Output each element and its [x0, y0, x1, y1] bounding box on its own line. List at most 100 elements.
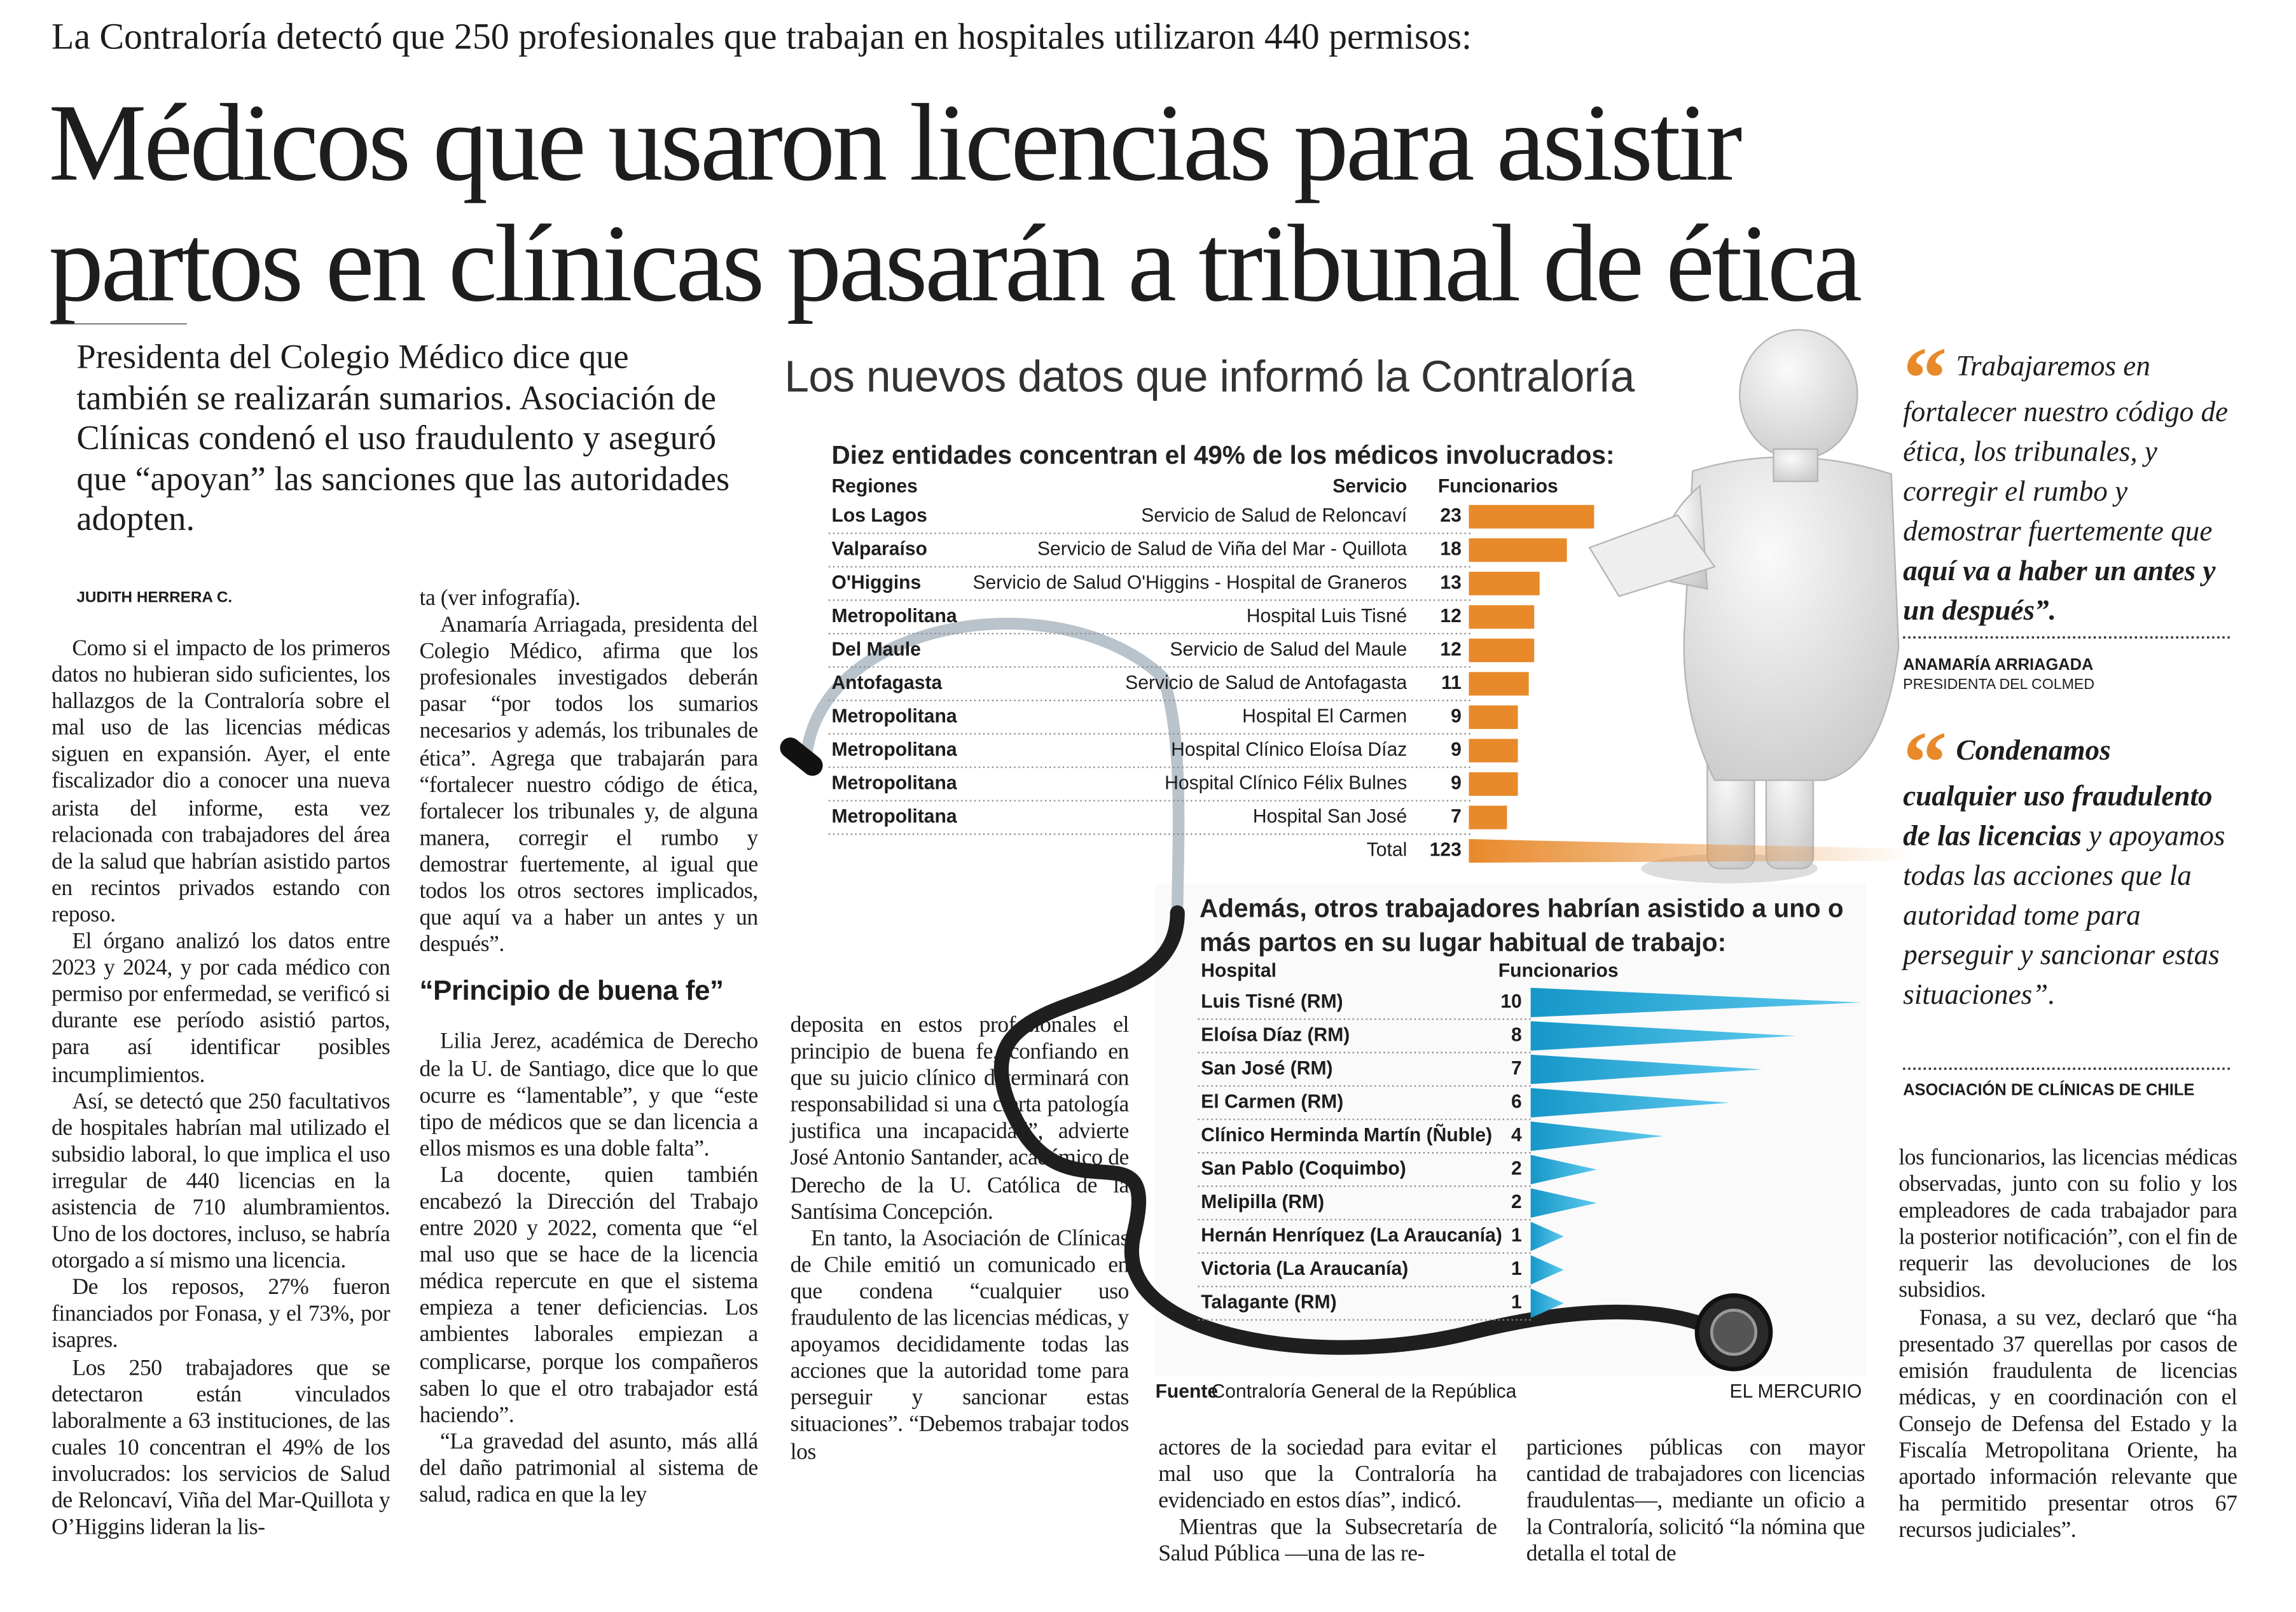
value-label: 4 — [1511, 1125, 1522, 1146]
region-label: Del Maule — [831, 639, 920, 660]
source-label: Fuente — [1156, 1381, 1219, 1402]
value-label: 6 — [1511, 1091, 1522, 1112]
column-header: Regiones — [831, 476, 917, 497]
value-label: 1 — [1511, 1258, 1522, 1279]
spike-bar — [1530, 1088, 1730, 1118]
quote-role: PRESIDENTA DEL COLMED — [1903, 677, 2095, 693]
quote-author: ANAMARÍA ARRIAGADA — [1903, 657, 2094, 674]
service-label: Servicio de Salud del Maule — [1170, 639, 1407, 660]
service-label: Servicio de Salud de Reloncaví — [1141, 505, 1407, 526]
value-label: 9 — [1451, 739, 1462, 760]
quote-author: ASOCIACIÓN DE CLÍNICAS DE CHILE — [1903, 1081, 2195, 1100]
bar — [1469, 805, 1507, 830]
paragraph: Mientras que la Subsecretaría de Salud P… — [1158, 1515, 1497, 1567]
hospital-label: San José (RM) — [1201, 1058, 1332, 1079]
region-label: O'Higgins — [831, 572, 921, 593]
paragraph: actores de la sociedad para evitar el ma… — [1158, 1435, 1497, 1514]
spike-bar — [1530, 1021, 1796, 1051]
column-header: Servicio — [1332, 476, 1407, 497]
bar — [1469, 571, 1540, 595]
paragraph: particiones públicas con mayor cantidad … — [1526, 1435, 1865, 1567]
pull-quote: “Condenamos cualquier uso fraudulento de… — [1903, 718, 2230, 1016]
lead: Presidenta del Colegio Médico dice que t… — [76, 338, 730, 539]
value-label: 7 — [1511, 1058, 1522, 1079]
hospital-label: Clínico Herminda Martín (Ñuble) — [1201, 1124, 1492, 1146]
kicker: La Contraloría detectó que 250 profesion… — [51, 17, 1472, 58]
spike-bar — [1530, 987, 1862, 1018]
spike-bar — [1530, 1155, 1597, 1185]
hospital-label: Victoria (La Araucanía) — [1201, 1258, 1408, 1279]
hospital-label: Luis Tisné (RM) — [1201, 991, 1343, 1012]
service-label: Hospital Clínico Félix Bulnes — [1165, 772, 1407, 793]
paragraph: ta (ver infografía). — [419, 586, 581, 611]
hospital-label: Eloísa Díaz (RM) — [1201, 1024, 1350, 1045]
paragraph: Lilia Jerez, académica de Derecho de la … — [419, 1029, 759, 1162]
spike-bar — [1530, 1121, 1663, 1151]
value-label: 1 — [1511, 1292, 1522, 1313]
stethoscope — [780, 618, 1773, 1372]
paragraph: En tanto, la Asociación de Clínicas de C… — [790, 1226, 1130, 1464]
quote-emphasis: Condenamos cualquier uso fraudulento de … — [1903, 736, 2213, 852]
hospital-label: Melipilla (RM) — [1201, 1192, 1324, 1212]
value-label: 8 — [1511, 1024, 1522, 1045]
service-label: Hospital Clínico Eloísa Díaz — [1171, 739, 1407, 760]
service-label: Servicio de Salud de Viña del Mar - Quil… — [1037, 539, 1407, 560]
paragraph: los funcionarios, las licencias médicas … — [1898, 1145, 2237, 1304]
service-label: Servicio de Salud O'Higgins - Hospital d… — [972, 572, 1407, 593]
value-label: 10 — [1500, 991, 1521, 1012]
paragraph: De los reposos, 27% fueron financiados p… — [51, 1275, 391, 1354]
bar — [1469, 605, 1535, 629]
value-label: 12 — [1440, 639, 1461, 660]
text-column: ta (ver infografía). Anamaría Arriagada, … — [419, 586, 759, 1509]
value-label: 9 — [1451, 705, 1462, 726]
bar — [1469, 504, 1594, 529]
quote-emphasis: aquí va a haber un antes y un después”. — [1903, 556, 2216, 627]
text-column: los funcionarios, las licencias médicas … — [1898, 1145, 2237, 1545]
bar — [1469, 638, 1535, 662]
doctor-figure — [1588, 329, 1900, 884]
paragraph: La docente, quien también encabezó la Di… — [419, 1162, 759, 1428]
service-label: Hospital El Carmen — [1242, 705, 1407, 726]
value-label: 9 — [1451, 772, 1462, 793]
hospital-label: El Carmen (RM) — [1201, 1091, 1343, 1112]
region-label: Metropolitana — [831, 772, 957, 793]
chart-title: Además, otros trabajadores habrían asist… — [1199, 893, 1844, 957]
value-label: 7 — [1451, 806, 1462, 827]
subhead: “Principio de buena fe” — [419, 976, 724, 1008]
bar — [1469, 538, 1567, 562]
region-label: Antofagasta — [831, 672, 942, 693]
total-label: Total — [1367, 840, 1407, 861]
text-column: Como si el impacto de los primeros datos… — [51, 636, 391, 1542]
spike-bar — [1530, 1288, 1564, 1318]
hospital-label: San Pablo (Coquimbo) — [1201, 1158, 1406, 1179]
bar — [1469, 672, 1529, 696]
text-column: actores de la sociedad para evitar el ma… — [1158, 1435, 1497, 1568]
byline: JUDITH HERRERA C. — [76, 588, 233, 607]
value-label: 11 — [1441, 672, 1462, 693]
column-header: Funcionarios — [1498, 960, 1619, 981]
region-label: Metropolitana — [831, 806, 957, 827]
text-column: particiones públicas con mayor cantidad … — [1526, 1435, 1865, 1568]
headline-line: partos en clínicas pasarán a tribunal de… — [48, 203, 1862, 326]
spike-bar — [1530, 1188, 1597, 1218]
spike-bar — [1530, 1221, 1564, 1251]
value-label: 23 — [1440, 505, 1461, 526]
total-value: 123 — [1430, 840, 1462, 861]
chart-panel — [1155, 883, 1867, 1377]
region-label: Valparaíso — [831, 539, 927, 560]
spike-bar — [1530, 1054, 1763, 1085]
total-bar — [1469, 839, 2139, 863]
paragraph: Como si el impacto de los primeros datos… — [51, 636, 391, 928]
value-label: 12 — [1440, 606, 1461, 627]
column-header: Funcionarios — [1438, 476, 1558, 497]
service-label: Hospital Luis Tisné — [1247, 606, 1407, 627]
region-label: Metropolitana — [831, 739, 957, 760]
value-label: 13 — [1440, 572, 1461, 593]
paragraph: El órgano analizó los datos entre 2023 y… — [51, 929, 391, 1087]
column-header: Hospital — [1201, 960, 1276, 981]
credit: EL MERCURIO — [1730, 1381, 1862, 1402]
hospital-label: Talagante (RM) — [1201, 1292, 1336, 1313]
paragraph: deposita en estos profesionales el princ… — [790, 1013, 1130, 1225]
